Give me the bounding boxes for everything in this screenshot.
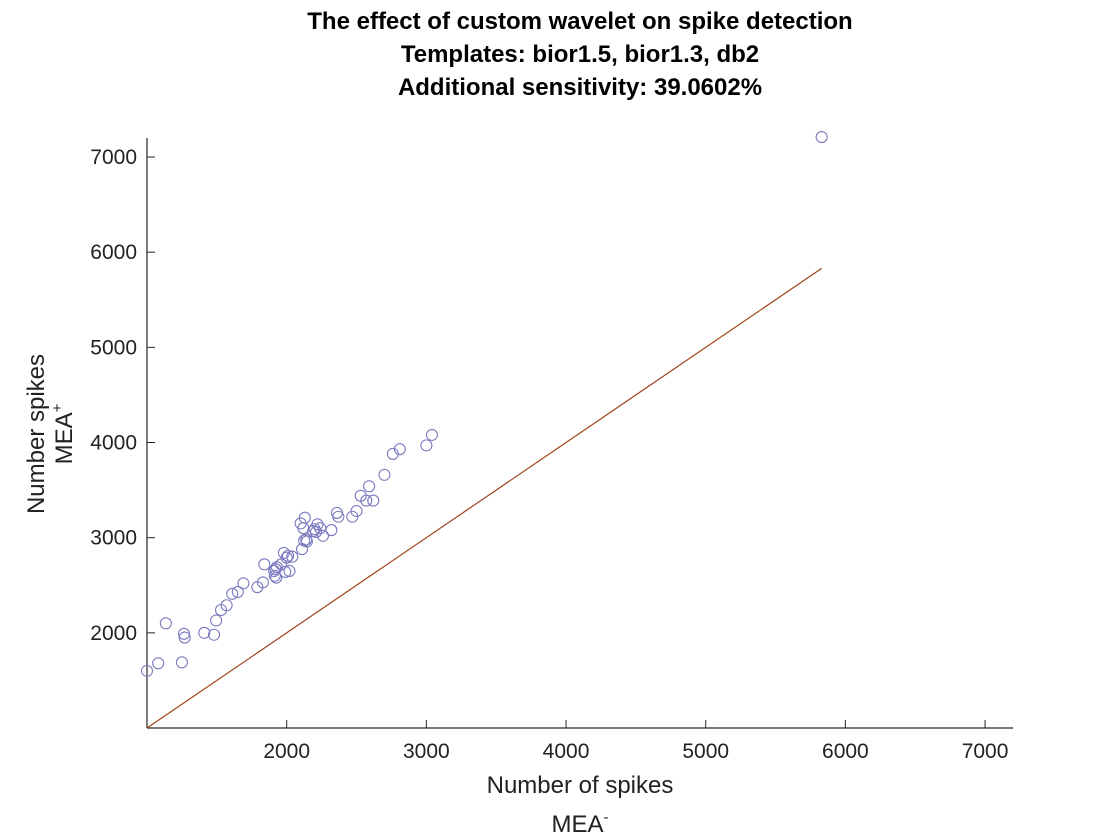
data-point — [283, 564, 296, 578]
y-axis-label-group: Number spikes — [23, 354, 50, 514]
data-point — [378, 468, 391, 481]
y-axis-sublabel-text: MEA — [51, 412, 78, 464]
data-point — [220, 599, 233, 612]
chart-title-line-1: The effect of custom wavelet on spike de… — [307, 8, 852, 35]
data-point — [393, 443, 406, 456]
data-point — [177, 627, 191, 640]
data-point — [178, 631, 191, 644]
y-axis-sublabel-superscript: + — [49, 403, 66, 412]
data-point — [815, 130, 828, 144]
identity-line — [146, 267, 822, 729]
x-tick-label: 2000 — [263, 740, 310, 763]
y-axis-label: Number spikes — [23, 354, 50, 514]
data-point — [367, 494, 380, 507]
data-point — [237, 577, 250, 590]
data-point — [332, 510, 345, 523]
y-tick-label: 2000 — [90, 622, 137, 645]
data-point — [282, 549, 295, 562]
data-point — [420, 439, 433, 452]
data-point — [350, 504, 363, 518]
data-point — [198, 626, 211, 639]
data-point — [256, 576, 269, 589]
data-point — [309, 525, 323, 539]
y-tick-label: 3000 — [90, 527, 137, 550]
chart-title-line-3: Additional sensitivity: 39.0602% — [398, 74, 762, 101]
x-axis-label: Number of spikes — [487, 772, 674, 799]
x-axis-sublabel-text: MEA — [551, 811, 603, 838]
x-axis-sublabel: MEA- — [551, 809, 608, 838]
data-point — [325, 524, 338, 537]
y-tick-label: 4000 — [90, 432, 137, 455]
data-point — [360, 494, 373, 507]
data-point — [152, 657, 165, 670]
data-point — [258, 558, 271, 571]
x-axis-sublabel-superscript: - — [604, 809, 609, 826]
data-point — [279, 565, 292, 578]
data-point — [140, 664, 154, 677]
data-point — [311, 518, 324, 531]
data-point — [316, 529, 330, 542]
y-axis-sublabel-group: MEA+ — [49, 403, 78, 464]
data-point — [286, 550, 299, 563]
y-tick-label: 6000 — [90, 241, 137, 264]
data-point — [280, 551, 293, 564]
x-tick-label: 3000 — [403, 740, 450, 763]
x-tick-label: 5000 — [682, 740, 729, 763]
data-point — [210, 614, 223, 627]
data-point — [425, 428, 438, 441]
data-point — [300, 535, 313, 548]
data-point — [207, 628, 221, 641]
x-tick-label: 4000 — [543, 740, 590, 763]
x-tick-label: 6000 — [822, 740, 869, 763]
data-point — [175, 656, 188, 669]
y-axis-sublabel: MEA+ — [49, 403, 78, 464]
data-point — [363, 480, 376, 493]
chart-title-line-2: Templates: bior1.5, bior1.3, db2 — [401, 41, 759, 68]
data-point — [298, 511, 311, 524]
y-tick-label: 7000 — [90, 146, 137, 169]
data-point — [159, 617, 172, 630]
x-tick-label: 7000 — [962, 740, 1009, 763]
y-tick-label: 5000 — [90, 336, 137, 359]
plot-area: 2000 3000 4000 5000 6000 7000 2000 3000 4000 5000… — [90, 130, 1013, 763]
data-point — [268, 569, 281, 582]
data-point — [231, 585, 244, 598]
data-point — [226, 587, 239, 600]
